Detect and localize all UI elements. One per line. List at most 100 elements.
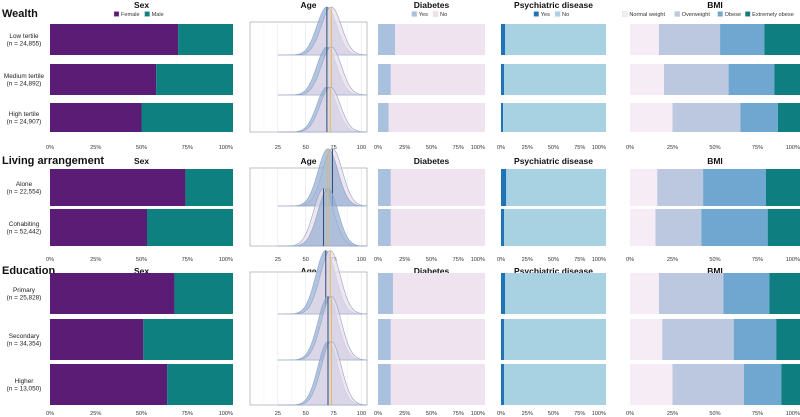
bar-psychiatric-yes-0-1 <box>501 64 505 95</box>
tick-bmi-0-4: 100% <box>786 145 800 151</box>
tick-psy-2-4: 100% <box>592 411 606 417</box>
bar-female-2-1 <box>50 319 144 360</box>
bar-diabetes-yes-1-1 <box>378 209 391 246</box>
bar-bmi-3-0-1 <box>774 64 800 95</box>
tick-diab-1-2: 50% <box>426 257 437 263</box>
bar-male-2-2 <box>167 364 233 405</box>
row-label-1-1: Cohabiting <box>9 221 40 228</box>
bar-diabetes-no-0-0 <box>395 24 485 55</box>
bar-female-1-0 <box>50 169 186 206</box>
row-n-2-2: (n = 13,050) <box>7 386 42 393</box>
tick-psy-1-1: 25% <box>522 257 533 263</box>
legend-sex-swatch-1 <box>144 11 150 17</box>
bar-male-0-1 <box>156 64 233 95</box>
bar-bmi-2-1-0 <box>703 169 766 206</box>
tick-sex-0-3: 75% <box>182 145 193 151</box>
bar-diabetes-no-1-0 <box>390 169 485 206</box>
tick-sex-2-4: 100% <box>219 411 233 417</box>
bar-bmi-3-1-1 <box>767 209 800 246</box>
bar-psychiatric-yes-0-2 <box>501 103 504 132</box>
bar-psychiatric-yes-2-2 <box>501 364 505 405</box>
legend-bmi-label-1: Overweight <box>682 12 711 18</box>
tick-diab-2-2: 50% <box>426 411 437 417</box>
tick-sex-0-0: 0% <box>46 145 54 151</box>
panel-title-bmi-0: BMI <box>707 0 723 10</box>
legend-psychiatric-label-0: Yes <box>541 12 550 18</box>
bar-diabetes-no-1-1 <box>390 209 485 246</box>
bar-diabetes-no-2-2 <box>390 364 485 405</box>
tick-age-0-0: 25 <box>275 145 281 151</box>
tick-age-1-3: 100 <box>357 257 366 263</box>
tick-age-2-2: 75 <box>330 411 336 417</box>
bar-bmi-2-0-1 <box>728 64 775 95</box>
bar-diabetes-no-2-0 <box>392 273 485 314</box>
tick-bmi-2-2: 50% <box>709 411 720 417</box>
section-title-1: Living arrangement <box>2 155 104 167</box>
bar-bmi-0-0-1 <box>630 64 664 95</box>
bar-male-2-1 <box>143 319 233 360</box>
legend-psychiatric-swatch-0 <box>533 11 539 17</box>
tick-age-1-0: 25 <box>275 257 281 263</box>
bar-bmi-2-2-2 <box>743 364 782 405</box>
bar-psychiatric-no-0-0 <box>505 24 606 55</box>
age-density-1-0-1 <box>277 148 368 207</box>
bar-psychiatric-yes-1-1 <box>501 209 505 246</box>
bar-psychiatric-yes-2-1 <box>501 319 505 360</box>
bar-diabetes-yes-2-0 <box>378 273 393 314</box>
bar-female-2-0 <box>50 273 175 314</box>
tick-bmi-2-4: 100% <box>786 411 800 417</box>
bar-bmi-1-1-1 <box>655 209 702 246</box>
bar-psychiatric-yes-1-0 <box>501 169 507 206</box>
tick-psy-0-0: 0% <box>497 145 505 151</box>
row-n-1-0: (n = 22,554) <box>7 189 42 196</box>
tick-psy-1-3: 75% <box>574 257 585 263</box>
legend-psychiatric-swatch-1 <box>554 11 561 17</box>
tick-diab-1-3: 75% <box>453 257 464 263</box>
tick-psy-2-1: 25% <box>522 411 533 417</box>
bar-bmi-2-2-0 <box>723 273 770 314</box>
tick-bmi-1-1: 25% <box>667 257 678 263</box>
legend-bmi-swatch-3 <box>745 11 751 17</box>
tick-diab-1-0: 0% <box>374 257 382 263</box>
tick-age-2-3: 100 <box>357 411 366 417</box>
bar-psychiatric-no-2-2 <box>504 364 606 405</box>
bar-bmi-1-0-1 <box>664 64 729 95</box>
bar-diabetes-yes-0-0 <box>378 24 396 55</box>
tick-bmi-0-3: 75% <box>752 145 763 151</box>
tick-psy-2-2: 50% <box>548 411 559 417</box>
row-label-0-0: Low tertile <box>9 33 39 40</box>
row-label-1-0: Alone <box>16 181 33 188</box>
panel-title-sex-0: Sex <box>134 0 149 10</box>
bar-male-1-0 <box>185 169 233 206</box>
tick-bmi-1-2: 50% <box>709 257 720 263</box>
panel-title-psychiatric-0: Psychiatric disease <box>514 0 593 10</box>
bar-female-2-2 <box>50 364 168 405</box>
bar-diabetes-yes-1-0 <box>378 169 391 206</box>
panel-title-diabetes-0: Diabetes <box>414 0 450 10</box>
panel-title-diabetes-1: Diabetes <box>414 156 450 166</box>
bar-diabetes-no-0-2 <box>388 103 485 132</box>
legend-psychiatric-label-1: No <box>562 12 569 18</box>
tick-diab-2-3: 75% <box>453 411 464 417</box>
bar-female-0-1 <box>50 64 157 95</box>
panel-title-bmi-1: BMI <box>707 156 723 166</box>
age-panel-frame-2 <box>249 271 368 406</box>
age-density-2-0-1 <box>277 250 368 315</box>
bar-diabetes-yes-0-2 <box>378 103 389 132</box>
panel-title-bmi-2: BMI <box>707 266 723 276</box>
bar-bmi-0-1-0 <box>630 169 658 206</box>
row-n-2-0: (n = 25,828) <box>7 295 42 302</box>
tick-diab-0-3: 75% <box>453 145 464 151</box>
panel-title-psychiatric-1: Psychiatric disease <box>514 156 593 166</box>
bar-bmi-1-2-1 <box>662 319 734 360</box>
bar-bmi-3-1-0 <box>766 169 800 206</box>
tick-age-1-1: 50 <box>303 257 309 263</box>
bar-male-1-1 <box>146 209 233 246</box>
bar-diabetes-yes-2-1 <box>378 319 391 360</box>
tick-diab-2-4: 100% <box>471 411 485 417</box>
tick-sex-0-2: 50% <box>136 145 147 151</box>
bar-bmi-1-2-2 <box>672 364 744 405</box>
age-panel-frame-0 <box>249 21 368 133</box>
tick-age-2-0: 25 <box>275 411 281 417</box>
